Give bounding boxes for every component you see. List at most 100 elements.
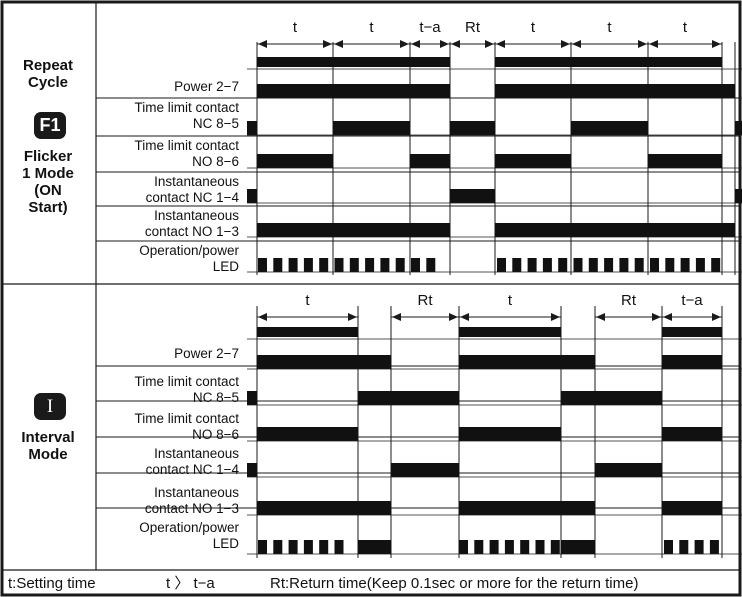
mode-title-line: Cycle bbox=[27, 74, 69, 91]
signal-on-bar bbox=[662, 427, 722, 441]
legend-relation: t 〉 t−a bbox=[166, 575, 215, 592]
row-label-line: Time limit contact bbox=[134, 411, 239, 426]
signal-on-bar bbox=[459, 327, 561, 337]
interval-label: t bbox=[305, 292, 310, 309]
signal-on-bar bbox=[662, 327, 722, 337]
signal-on-bar bbox=[257, 223, 450, 237]
led-steady bbox=[561, 540, 595, 554]
signal-on-bar bbox=[450, 121, 495, 135]
led-pulse bbox=[634, 258, 644, 272]
row-label-line: contact NO 1−3 bbox=[144, 224, 239, 239]
mode-name-line: Mode bbox=[28, 446, 68, 463]
led-pulse bbox=[679, 540, 689, 554]
led-pulse bbox=[711, 258, 721, 272]
signal-on-bar bbox=[257, 57, 450, 67]
row-label-line: NC 8−5 bbox=[192, 390, 239, 405]
led-pulse bbox=[319, 258, 329, 272]
led-pulse bbox=[650, 258, 659, 272]
signal-on-bar bbox=[459, 355, 595, 369]
mode-name-line: Start) bbox=[28, 199, 68, 216]
led-pulse bbox=[288, 258, 298, 272]
signal-on-bar bbox=[561, 391, 662, 405]
led-pulse bbox=[258, 540, 267, 554]
signal-on-bar bbox=[257, 327, 358, 337]
row-label-time-limit-nc: Time limit contact NC 8−5 bbox=[134, 100, 239, 132]
led-pulse bbox=[694, 540, 704, 554]
led-pulse bbox=[288, 540, 298, 554]
mode-title-line: Repeat bbox=[22, 57, 74, 74]
row-label-line: NO 8−6 bbox=[192, 154, 239, 169]
legend-setting-time: t:Setting time bbox=[8, 575, 96, 592]
signal-on-bar bbox=[247, 121, 257, 135]
arrow-head bbox=[451, 40, 460, 48]
signal-on-bar bbox=[648, 154, 722, 168]
row-label-led: Operation/power LED bbox=[139, 520, 239, 552]
row-label-line: contact NC 1−4 bbox=[145, 190, 239, 205]
mode-badge-i: I bbox=[34, 393, 66, 420]
signal-on-bar bbox=[459, 427, 561, 441]
led-pulse bbox=[349, 258, 359, 272]
interval-label: t bbox=[683, 19, 688, 36]
arrow-head bbox=[323, 40, 332, 48]
led-pulse bbox=[664, 540, 673, 554]
legend-return-time: Rt:Return time(Keep 0.1sec or more for t… bbox=[270, 575, 639, 592]
arrow-head bbox=[712, 40, 721, 48]
signal-on-bar bbox=[735, 121, 742, 135]
arrow-head bbox=[258, 40, 267, 48]
signal-on-bar bbox=[495, 154, 571, 168]
mode-name-flicker: Flicker 1 Mode (ON Start) bbox=[0, 148, 96, 216]
led-pulse bbox=[303, 258, 313, 272]
signal-on-bar bbox=[247, 463, 257, 477]
led-pulse bbox=[695, 258, 705, 272]
led-pulse bbox=[520, 540, 530, 554]
signal-on-bar bbox=[391, 463, 459, 477]
signal-on-bar bbox=[410, 154, 450, 168]
row-label-line: NC 8−5 bbox=[192, 116, 239, 131]
led-pulse bbox=[474, 540, 484, 554]
arrow-head bbox=[649, 40, 658, 48]
row-label-instant-nc: Instantaneous contact NC 1−4 bbox=[146, 174, 239, 206]
row-label-line: Instantaneous bbox=[154, 174, 239, 189]
mode-name-line: Flicker bbox=[23, 148, 73, 165]
arrow-head bbox=[334, 40, 343, 48]
arrow-head bbox=[392, 313, 401, 321]
signal-on-bar bbox=[735, 189, 742, 203]
row-label-line: Instantaneous bbox=[154, 446, 239, 461]
row-label-line: Power 2−7 bbox=[174, 346, 239, 361]
mode-badge-f1: F1 bbox=[34, 112, 66, 139]
arrow-head bbox=[663, 313, 672, 321]
arrow-head bbox=[400, 40, 409, 48]
arrow-head bbox=[596, 313, 605, 321]
led-pulse bbox=[665, 258, 675, 272]
arrow-head bbox=[638, 40, 647, 48]
interval-label: t bbox=[531, 19, 536, 36]
mode-name-line: 1 Mode bbox=[22, 165, 74, 182]
row-label-line: contact NC 1−4 bbox=[145, 462, 239, 477]
signal-on-bar bbox=[257, 427, 358, 441]
row-label-time-limit-no: Time limit contact NO 8−6 bbox=[134, 411, 239, 443]
signal-on-bar bbox=[495, 84, 735, 98]
led-pulse bbox=[380, 258, 390, 272]
signal-on-bar bbox=[358, 391, 459, 405]
interval-label: t bbox=[369, 19, 374, 36]
arrow-head bbox=[652, 313, 661, 321]
row-label-line: LED bbox=[212, 259, 239, 274]
mode-title: Repeat Cycle bbox=[0, 57, 96, 91]
row-label-line: NO 8−6 bbox=[192, 427, 239, 442]
arrow-head bbox=[440, 40, 449, 48]
led-pulse bbox=[489, 540, 499, 554]
led-pulse bbox=[504, 540, 514, 554]
row-label-line: Instantaneous bbox=[154, 208, 239, 223]
led-pulse bbox=[273, 540, 283, 554]
signal-on-bar bbox=[247, 391, 257, 405]
arrow-head bbox=[496, 40, 505, 48]
signal-on-bar bbox=[333, 121, 410, 135]
arrow-head bbox=[712, 313, 721, 321]
arrow-head bbox=[572, 40, 581, 48]
led-pulse bbox=[258, 258, 267, 272]
led-pulse bbox=[365, 258, 375, 272]
signal-on-bar bbox=[247, 189, 257, 203]
interval-label: t bbox=[607, 19, 612, 36]
